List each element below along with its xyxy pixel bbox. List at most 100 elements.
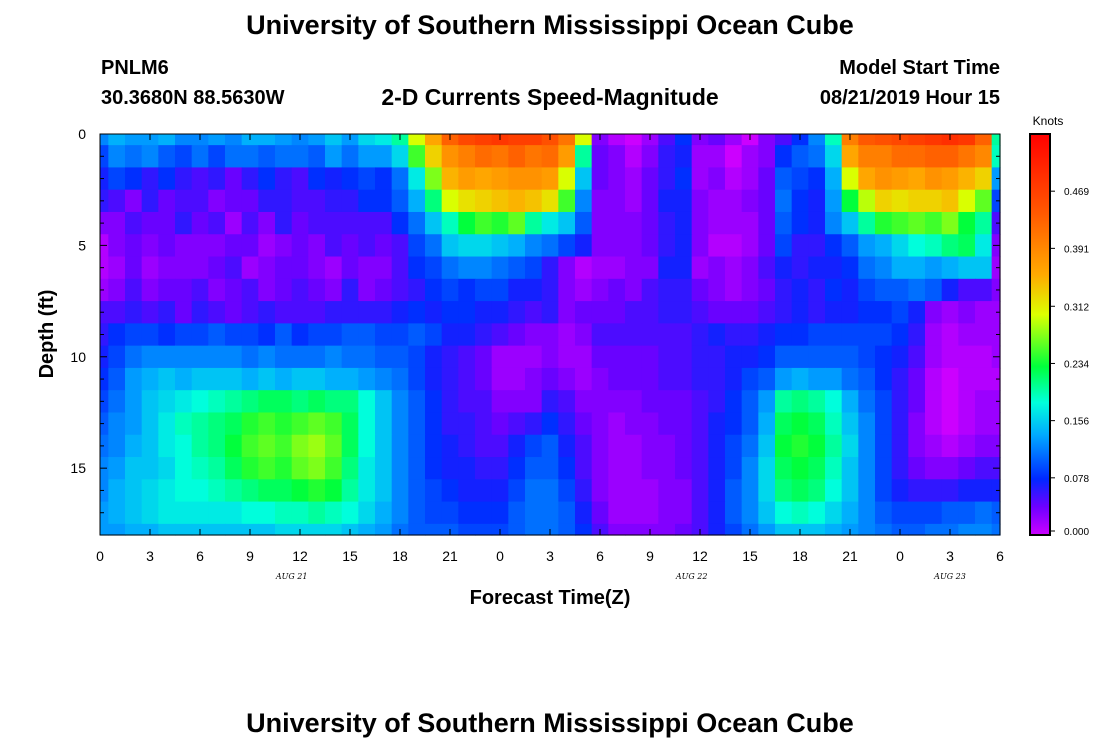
heatmap-cell bbox=[908, 345, 926, 369]
heatmap-cell bbox=[591, 434, 609, 458]
heatmap-cell bbox=[491, 301, 509, 324]
heatmap-cell bbox=[375, 412, 393, 436]
heatmap-cell bbox=[625, 211, 643, 235]
heatmap-cell bbox=[825, 479, 843, 503]
x-tick-label: 3 bbox=[546, 548, 554, 564]
x-tick-label: 3 bbox=[946, 548, 954, 564]
heatmap-cell bbox=[658, 301, 676, 324]
heatmap-cell bbox=[541, 211, 559, 235]
heatmap-cell bbox=[591, 145, 609, 169]
heatmap-cell bbox=[341, 189, 359, 213]
heatmap-cell bbox=[675, 367, 693, 391]
heatmap-cell bbox=[775, 479, 793, 503]
heatmap-cell bbox=[591, 211, 609, 235]
heatmap-cell bbox=[258, 434, 276, 458]
heatmap-cell bbox=[141, 145, 159, 169]
heatmap-cell bbox=[941, 145, 959, 169]
heatmap-cell bbox=[108, 189, 126, 213]
heatmap-cell bbox=[941, 211, 959, 235]
heatmap-cell bbox=[708, 412, 726, 436]
heatmap-cell bbox=[425, 323, 443, 347]
heatmap-cell bbox=[158, 479, 176, 503]
heatmap-cell bbox=[575, 457, 593, 480]
heatmap-cell bbox=[625, 523, 643, 536]
heatmap-cell bbox=[291, 234, 309, 258]
x-tick-label: 6 bbox=[196, 548, 204, 564]
heatmap-cell bbox=[225, 501, 243, 525]
heatmap-cell bbox=[825, 145, 843, 169]
heatmap-cell bbox=[391, 189, 409, 213]
heatmap-cell bbox=[225, 256, 243, 280]
heatmap-cell bbox=[558, 256, 576, 280]
heatmap-cell bbox=[925, 189, 943, 213]
heatmap-cell bbox=[975, 523, 993, 536]
heatmap-cell bbox=[875, 145, 893, 169]
heatmap-cell bbox=[225, 167, 243, 191]
heatmap-cell bbox=[925, 301, 943, 324]
heatmap-cell bbox=[908, 189, 926, 213]
heatmap-cell bbox=[875, 167, 893, 191]
heatmap-cell bbox=[125, 479, 143, 503]
heatmap-cell bbox=[225, 189, 243, 213]
heatmap-cell bbox=[125, 189, 143, 213]
heatmap-cell bbox=[508, 367, 526, 391]
heatmap-cell bbox=[308, 167, 326, 191]
heatmap-cell bbox=[891, 323, 909, 347]
heatmap-cell bbox=[100, 523, 109, 536]
heatmap-cell bbox=[308, 345, 326, 369]
heatmap-cell bbox=[691, 323, 709, 347]
heatmap-cell bbox=[175, 412, 193, 436]
heatmap-cell bbox=[791, 457, 809, 480]
heatmap-cell bbox=[100, 323, 109, 347]
heatmap-cell bbox=[758, 457, 776, 480]
heatmap-cell bbox=[341, 367, 359, 391]
heatmap-cell bbox=[875, 234, 893, 258]
heatmap-cell bbox=[408, 501, 426, 525]
heatmap-cell bbox=[891, 345, 909, 369]
heatmap-cell bbox=[925, 390, 943, 414]
heatmap-cell bbox=[691, 301, 709, 324]
heatmap-cell bbox=[775, 278, 793, 302]
heatmap-cell bbox=[125, 211, 143, 235]
heatmap-cell bbox=[475, 145, 493, 169]
heatmap-cell bbox=[191, 278, 209, 302]
heatmap-cell bbox=[425, 145, 443, 169]
heatmap-cell bbox=[525, 523, 543, 536]
heatmap-cell bbox=[325, 457, 343, 480]
heatmap-cell bbox=[208, 234, 226, 258]
heatmap-cell bbox=[125, 323, 143, 347]
heatmap-cell bbox=[958, 479, 976, 503]
heatmap-cell bbox=[541, 189, 559, 213]
heatmap-cell bbox=[708, 189, 726, 213]
heatmap-cell bbox=[175, 345, 193, 369]
heatmap-cell bbox=[741, 345, 759, 369]
heatmap-cell bbox=[725, 256, 743, 280]
heatmap-cell bbox=[425, 434, 443, 458]
heatmap-cell bbox=[408, 301, 426, 324]
heatmap-cell bbox=[308, 479, 326, 503]
heatmap-cell bbox=[541, 412, 559, 436]
heatmap-cell bbox=[775, 211, 793, 235]
heatmap-cell bbox=[591, 367, 609, 391]
heatmap-cell bbox=[908, 323, 926, 347]
heatmap-cell bbox=[491, 167, 509, 191]
heatmap-cell bbox=[558, 367, 576, 391]
heatmap-cell bbox=[675, 211, 693, 235]
heatmap-cell bbox=[408, 434, 426, 458]
heatmap-cell bbox=[375, 134, 393, 146]
heatmap-cell bbox=[225, 434, 243, 458]
heatmap-cell bbox=[991, 523, 1001, 536]
heatmap-cell bbox=[775, 434, 793, 458]
heatmap-cell bbox=[441, 457, 459, 480]
heatmap-cell bbox=[408, 367, 426, 391]
heatmap-cell bbox=[641, 323, 659, 347]
heatmap-cell bbox=[875, 479, 893, 503]
heatmap-cell bbox=[958, 211, 976, 235]
heatmap-cell bbox=[408, 211, 426, 235]
heatmap-cell bbox=[575, 301, 593, 324]
heatmap-cell bbox=[208, 479, 226, 503]
heatmap-cell bbox=[858, 278, 876, 302]
heatmap-cell bbox=[100, 189, 109, 213]
heatmap-cell bbox=[658, 167, 676, 191]
heatmap-cell bbox=[825, 211, 843, 235]
